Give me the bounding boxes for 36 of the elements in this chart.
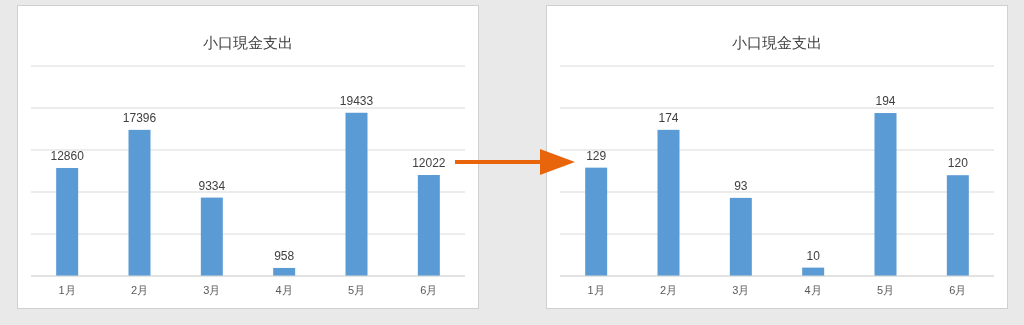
bar (657, 129, 680, 276)
chart-title: 小口現金支出 (732, 34, 822, 51)
data-label: 129 (586, 148, 607, 163)
chart-title: 小口現金支出 (203, 34, 293, 51)
x-tick-label: 1月 (58, 284, 76, 296)
data-label: 12022 (412, 156, 446, 171)
bar (729, 197, 752, 276)
x-tick-label: 3月 (732, 284, 750, 296)
data-label: 958 (274, 248, 295, 263)
data-label: 10 (806, 248, 821, 263)
x-tick-label: 6月 (949, 284, 967, 296)
x-tick-label: 4月 (275, 284, 293, 296)
bar (128, 129, 151, 276)
data-label: 9334 (198, 178, 226, 193)
x-tick-label: 2月 (130, 284, 149, 296)
x-tick-label: 4月 (804, 284, 822, 296)
bar (56, 167, 79, 276)
x-tick-label: 3月 (203, 284, 221, 296)
x-tick-label: 5月 (876, 284, 895, 296)
data-label: 12860 (50, 148, 85, 163)
data-label: 93 (734, 178, 748, 193)
data-label: 194 (875, 94, 896, 109)
x-tick-label: 6月 (420, 284, 438, 296)
x-tick-label: 1月 (587, 284, 605, 296)
bar (874, 113, 897, 276)
data-label: 17396 (122, 110, 157, 125)
bar (345, 112, 368, 276)
data-label: 19433 (339, 93, 374, 108)
x-tick-label: 2月 (659, 284, 678, 296)
bar (200, 197, 223, 276)
data-label: 174 (658, 110, 679, 125)
x-tick-label: 5月 (347, 284, 366, 296)
data-label: 120 (947, 156, 969, 171)
bar (946, 175, 969, 276)
bar (417, 175, 440, 276)
bar (585, 167, 608, 276)
